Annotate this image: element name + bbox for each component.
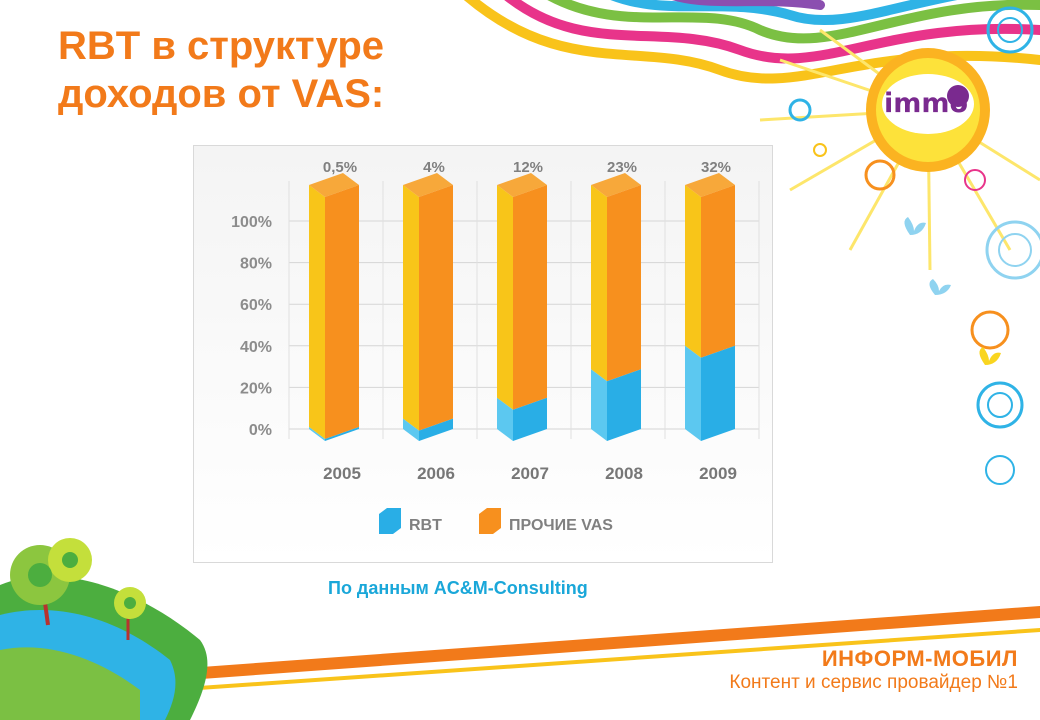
bar-side-other — [591, 185, 607, 382]
bar-other — [701, 185, 735, 358]
data-label: 23% — [607, 159, 637, 176]
bar-side-other — [309, 185, 325, 439]
bar-top — [403, 173, 453, 197]
immo-logo: immo — [884, 88, 969, 119]
bar-side-other — [685, 185, 701, 358]
bar-rbt — [325, 427, 359, 441]
sun-icon — [866, 48, 990, 172]
chart-legend: RBT ПРОЧИЕ VAS — [379, 508, 613, 534]
bar-rbt — [513, 397, 547, 441]
y-tick-label: 100% — [231, 214, 272, 231]
bar-top — [591, 173, 641, 197]
bar-other — [419, 185, 453, 431]
butterfly-icon — [904, 217, 1001, 365]
x-tick-label: 2007 — [511, 464, 549, 483]
x-axis-labels: 2005 2006 2007 2008 2009 — [323, 464, 737, 483]
bars — [309, 173, 735, 441]
chart-background — [194, 146, 772, 562]
x-tick-label: 2008 — [605, 464, 643, 483]
y-tick-label: 40% — [240, 339, 272, 356]
y-tick-label: 20% — [240, 380, 272, 397]
bar-other — [513, 185, 547, 410]
bubbles-decoration — [788, 6, 1040, 485]
company-name: ИНФОРМ-МОБИЛ — [821, 646, 1018, 671]
bar-side-rbt — [403, 418, 419, 441]
x-tick-label: 2009 — [699, 464, 737, 483]
y-tick-label: 0% — [249, 422, 272, 439]
slide-title: RBT в структуре доходов от VAS: — [58, 22, 384, 118]
bar-rbt — [701, 345, 735, 441]
bar-top — [685, 173, 735, 197]
title-line-2: доходов от VAS: — [58, 72, 385, 116]
bottom-stripe — [160, 606, 1040, 682]
bar-side-rbt — [685, 345, 701, 441]
bottom-stripe-thin — [170, 628, 1040, 692]
x-tick-label: 2006 — [417, 464, 455, 483]
data-label: 0,5% — [323, 159, 357, 176]
legend-swatch — [479, 508, 501, 534]
y-tick-label: 60% — [240, 297, 272, 314]
legend-swatch — [379, 508, 401, 534]
bar-top — [309, 173, 359, 197]
chart-container: 0% 20% 40% 60% 80% 100% 2005 2006 2007 2008 2009 … — [193, 145, 773, 563]
bar-rbt — [419, 418, 453, 441]
bar-rbt — [607, 369, 641, 441]
bar-other — [325, 185, 359, 439]
data-labels: 0,5% 4% 12% 23% 32% — [323, 159, 731, 176]
bar-side-other — [403, 185, 419, 431]
y-axis-ticks: 0% 20% 40% 60% 80% 100% — [231, 214, 272, 439]
bar-side-rbt — [497, 397, 513, 441]
bar-top — [497, 173, 547, 197]
hill — [0, 576, 208, 720]
data-label: 32% — [701, 159, 731, 176]
stacked-bar-chart: 0%20%40%60%80%100% 2005 2006 2007 2008 2009 … — [194, 146, 772, 562]
legend-label: ПРОЧИЕ VAS — [509, 517, 613, 534]
bar-side-rbt — [591, 369, 607, 441]
bar-side-other — [497, 185, 513, 410]
source-note: По данным AC&M-Consulting — [328, 578, 588, 598]
y-tick-label: 80% — [240, 256, 272, 273]
title-line-1: RBT в структуре — [58, 24, 385, 68]
tree-icon — [10, 538, 146, 640]
bar-side-rbt — [309, 427, 325, 441]
legend-label: RBT — [409, 517, 442, 534]
data-label: 12% — [513, 159, 543, 176]
data-label: 4% — [423, 159, 445, 176]
company-slogan: Контент и сервис провайдер №1 — [729, 672, 1018, 693]
bar-other — [607, 185, 641, 382]
x-tick-label: 2005 — [323, 464, 361, 483]
